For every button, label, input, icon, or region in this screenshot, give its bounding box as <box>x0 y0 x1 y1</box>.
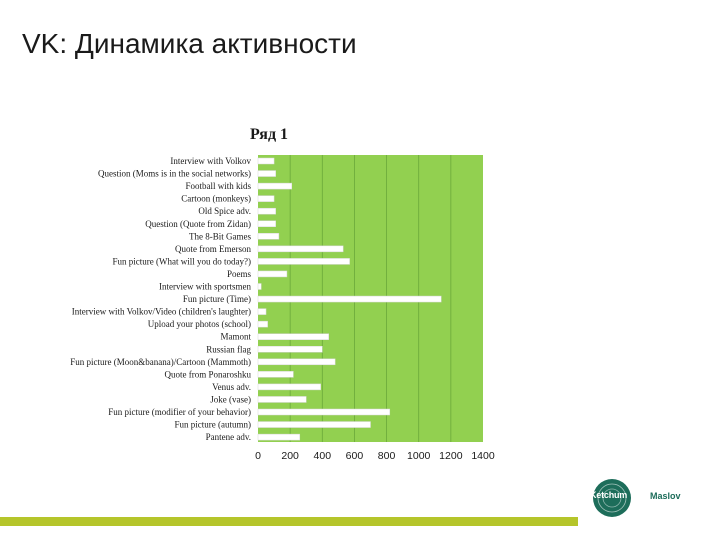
bar <box>257 396 307 403</box>
category-label: Poems <box>227 269 252 279</box>
bar <box>257 408 391 416</box>
category-label: Upload your photos (school) <box>148 319 251 329</box>
bar <box>257 207 276 215</box>
bar <box>257 182 292 190</box>
category-label: Quote from Emerson <box>175 244 251 254</box>
category-label: Russian flag <box>206 344 251 354</box>
x-tick-label: 1200 <box>439 450 463 462</box>
category-label: Interview with Volkov <box>170 156 251 166</box>
category-label: The 8-Bit Games <box>189 231 251 241</box>
category-label: Fun picture (modifier of your behavior) <box>108 407 251 417</box>
bar <box>257 295 442 303</box>
category-label: Interview with Volkov/Video (children's … <box>72 307 251 317</box>
footer-accent-bar <box>0 517 578 526</box>
bar <box>257 333 329 340</box>
category-label: Pantene adv. <box>206 432 251 442</box>
x-tick-label: 200 <box>281 450 299 462</box>
bar <box>257 421 371 428</box>
category-label: Cartoon (monkeys) <box>181 194 251 204</box>
logo-text-maslov: Maslov <box>650 491 681 501</box>
category-label: Venus adv. <box>212 382 251 392</box>
category-label: Old Spice adv. <box>198 206 251 216</box>
category-label: Fun picture (What will you do today?) <box>113 256 251 266</box>
bar <box>257 371 294 378</box>
logo-graphic <box>593 479 631 517</box>
bar <box>257 320 268 328</box>
bar <box>257 283 262 290</box>
bar <box>257 258 350 265</box>
bar <box>257 433 301 441</box>
x-tick-labels: 0 200 400 600 800 1000 1200 1400 <box>255 450 495 462</box>
category-labels: Interview with Volkov Question (Moms is i… <box>70 156 251 442</box>
category-label: Fun picture (Moon&banana)/Cartoon (Mammo… <box>70 357 251 367</box>
category-label: Interview with sportsmen <box>159 282 251 292</box>
category-label: Quote from Ponaroshku <box>165 369 252 379</box>
bar <box>257 220 276 227</box>
category-label: Question (Moms is in the social networks… <box>98 169 251 179</box>
bar <box>257 170 276 177</box>
bar <box>257 346 323 353</box>
bar <box>257 157 275 165</box>
x-tick-label: 1000 <box>407 450 431 462</box>
category-label: Mamont <box>221 332 252 342</box>
x-tick-label: 400 <box>314 450 332 462</box>
x-tick-label: 800 <box>378 450 396 462</box>
bar <box>257 308 267 315</box>
category-label: Fun picture (autumn) <box>175 420 251 430</box>
bar <box>257 233 280 240</box>
chart-title: Ряд 1 <box>250 126 288 143</box>
bar <box>257 358 336 366</box>
x-tick-label: 0 <box>255 450 261 462</box>
bar <box>257 270 288 278</box>
logo-text-ketchum: Ketchum <box>590 490 628 500</box>
x-tick-label: 1400 <box>471 450 495 462</box>
slide-title: VK: Динамика активности <box>22 28 357 59</box>
category-label: Question (Quote from Zidan) <box>145 219 251 229</box>
category-label: Fun picture (Time) <box>183 294 251 304</box>
x-tick-label: 600 <box>346 450 364 462</box>
bar <box>257 383 321 391</box>
bar <box>257 245 344 253</box>
bars <box>257 157 442 441</box>
bar <box>257 195 275 202</box>
category-label: Joke (vase) <box>210 394 251 404</box>
category-label: Football with kids <box>185 181 251 191</box>
company-logo: Ketchum Maslov <box>588 478 713 518</box>
